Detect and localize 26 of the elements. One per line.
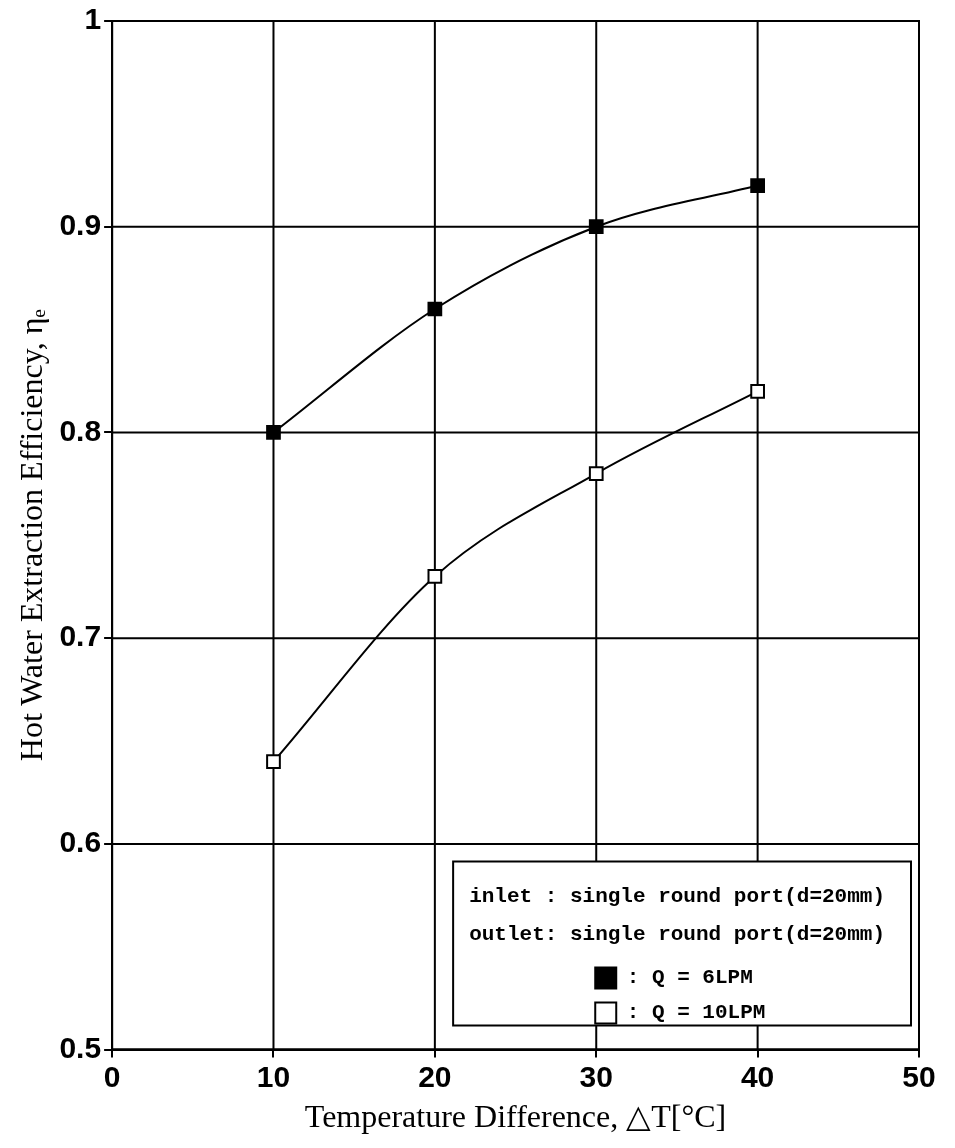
point — [266, 425, 281, 440]
x-tick-label: 10 — [256, 1059, 291, 1093]
annotation: outlet: single round port(d=20mm) — [469, 922, 886, 946]
y-tick-label: 0.9 — [59, 207, 102, 241]
y-tick-label: 1 — [84, 2, 102, 36]
x-tick-label: 40 — [740, 1059, 775, 1093]
y-axis-title: Hot Water Extraction Efficiency, ηₑ — [12, 309, 49, 762]
y-tick-label: 0.8 — [59, 413, 102, 447]
point — [750, 178, 765, 193]
y-tick-label: 0.6 — [59, 825, 102, 859]
x-tick-label: 0 — [103, 1059, 121, 1093]
point — [427, 301, 443, 317]
x-tick-label: 20 — [418, 1059, 452, 1093]
point — [588, 219, 604, 235]
x-tick-label: 50 — [902, 1059, 936, 1093]
point — [266, 754, 281, 769]
y-tick-label: 0.7 — [59, 619, 102, 653]
x-tick-label: 30 — [579, 1059, 613, 1093]
y-tick-label: 0.5 — [59, 1030, 102, 1064]
point — [588, 466, 604, 481]
legend-label: : Q = 10LPM — [626, 1001, 766, 1025]
legend-label: : Q = 6LPM — [626, 966, 753, 990]
annotation: inlet : single round port(d=20mm) — [469, 884, 886, 908]
point — [427, 569, 443, 584]
point — [750, 383, 765, 399]
x-axis-title: Temperature Difference, △T[°C] — [304, 1098, 727, 1135]
